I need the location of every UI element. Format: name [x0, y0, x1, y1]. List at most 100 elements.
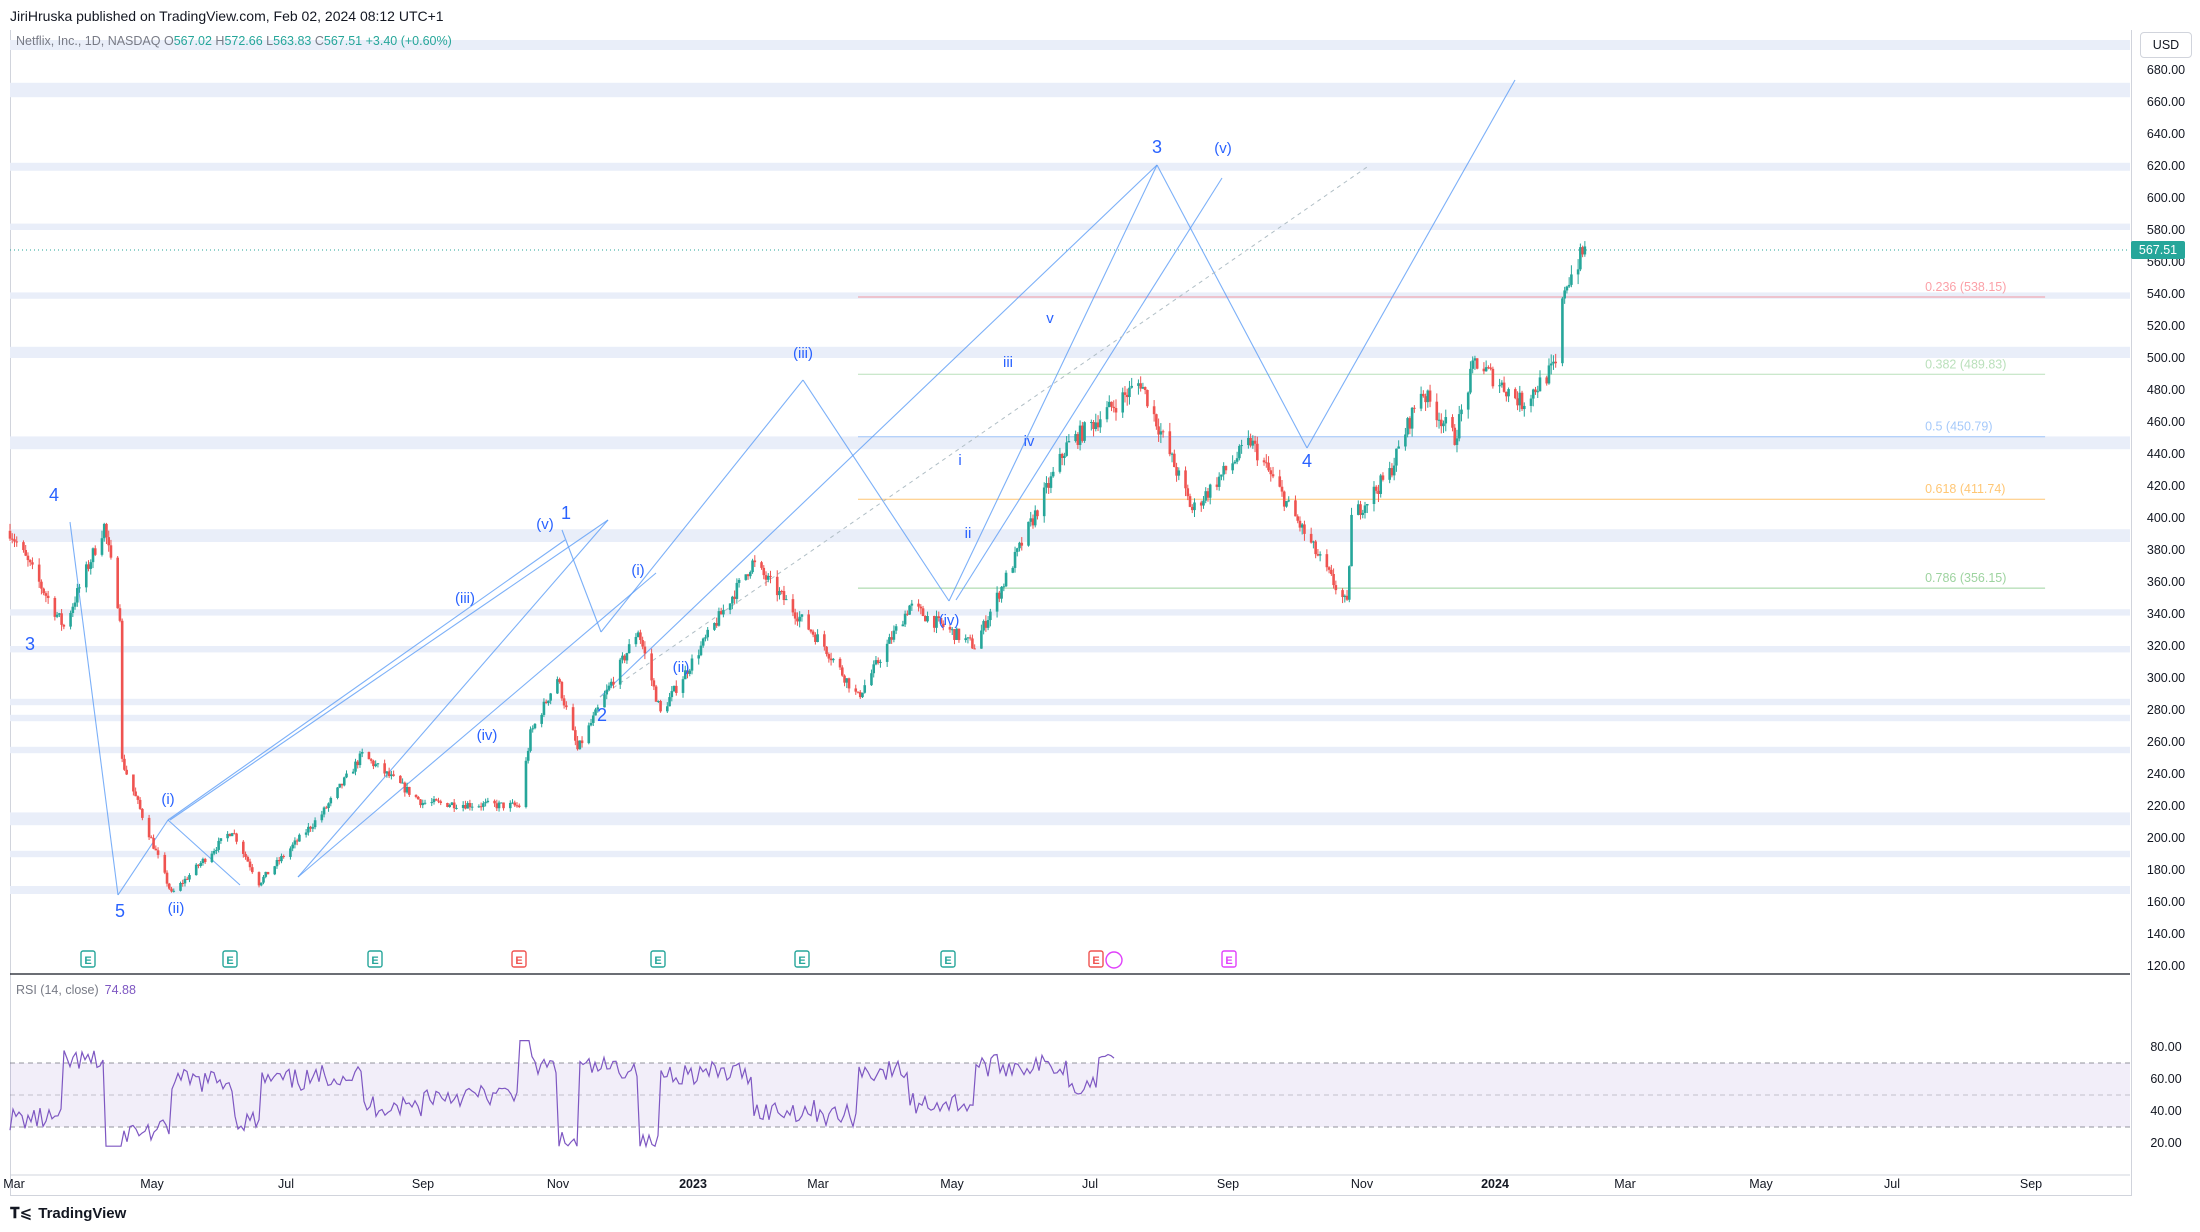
- candle-body: [248, 861, 252, 868]
- candle-body: [596, 707, 600, 710]
- wave-trend-line: [169, 519, 609, 821]
- candle-body: [31, 562, 34, 565]
- candle-body: [578, 740, 582, 750]
- price-axis-tick: 620.00: [2147, 159, 2185, 173]
- candle-body: [966, 637, 970, 639]
- candle-body: [1491, 368, 1495, 387]
- candle-body: [1051, 471, 1055, 477]
- support-resistance-band: [10, 609, 2130, 616]
- wave-label: 4: [1302, 451, 1312, 471]
- candle-body: [753, 560, 757, 563]
- candle-body: [502, 802, 505, 809]
- candle-body: [533, 723, 537, 729]
- candle-body: [152, 837, 155, 849]
- candle-body: [219, 838, 223, 841]
- candle-body: [1112, 406, 1116, 409]
- open-label: O: [163, 34, 174, 48]
- candle-body: [762, 567, 766, 576]
- candle-body: [1251, 440, 1255, 446]
- candle-body: [194, 864, 198, 876]
- price-axis-tick: 600.00: [2147, 191, 2185, 205]
- candle-body: [1155, 414, 1158, 427]
- candle-body: [1300, 524, 1304, 528]
- brand-name: TradingView: [38, 1205, 127, 1222]
- candle-body: [322, 807, 326, 815]
- candle-body: [430, 802, 434, 804]
- candle-body: [8, 530, 12, 539]
- footer-bar: [0, 1196, 2200, 1232]
- candle-body: [603, 694, 606, 708]
- candle-body: [109, 545, 113, 558]
- candle-body: [701, 638, 705, 646]
- candle-body: [1406, 418, 1409, 435]
- candle-body: [1363, 505, 1367, 513]
- candle-body: [179, 882, 182, 891]
- candle-body: [1538, 377, 1542, 392]
- time-axis-tick: May: [940, 1177, 964, 1191]
- wave-trend-line: [167, 819, 241, 886]
- candle-body: [73, 602, 77, 607]
- candle-body: [722, 609, 725, 615]
- time-axis-tick: Sep: [412, 1177, 434, 1191]
- candle-body: [1341, 590, 1344, 598]
- candle-body: [906, 613, 909, 615]
- candle-body: [1121, 392, 1125, 413]
- tradingview-logo-icon: 𝐓⩽: [10, 1205, 33, 1222]
- time-axis-tick: Sep: [1217, 1177, 1239, 1191]
- candle-body: [76, 588, 79, 603]
- candle-body: [1397, 446, 1400, 449]
- tradingview-logo[interactable]: 𝐓⩽ TradingView: [10, 1204, 126, 1222]
- earnings-marker-label: E: [515, 955, 522, 967]
- candle-body: [1081, 425, 1084, 441]
- dividend-split-icon: [1105, 951, 1123, 969]
- candle-body: [681, 679, 685, 693]
- support-resistance-band: [10, 714, 2130, 722]
- support-resistance-band: [10, 223, 2130, 230]
- candle-body: [1011, 567, 1015, 573]
- wave-trend-line: [599, 164, 1158, 698]
- candle-body: [374, 764, 377, 767]
- candle-body: [1125, 394, 1129, 398]
- candle-body: [1487, 367, 1490, 369]
- candle-body: [1505, 391, 1508, 397]
- candle-body: [1413, 407, 1416, 409]
- currency-button[interactable]: USD: [2140, 32, 2192, 58]
- candle-body: [1372, 486, 1376, 504]
- candle-body: [342, 777, 346, 786]
- wave-trend-line: [167, 539, 566, 821]
- candle-body: [861, 692, 864, 698]
- candle-body: [1502, 382, 1506, 392]
- candle-body: [1222, 465, 1225, 475]
- candle-body: [1365, 504, 1369, 506]
- candle-body: [1208, 484, 1212, 498]
- candle-body: [340, 783, 344, 786]
- candle-body: [78, 587, 81, 589]
- candle-body: [556, 679, 559, 694]
- candle-body: [935, 616, 938, 628]
- candle-body: [259, 882, 263, 886]
- candle-body: [1278, 476, 1282, 487]
- candle-body: [571, 707, 575, 731]
- candle-body: [212, 851, 216, 854]
- candle-body: [1083, 422, 1086, 441]
- candle-body: [766, 575, 770, 580]
- support-resistance-band: [10, 292, 2130, 299]
- candle-body: [558, 679, 561, 682]
- candle-body: [1388, 468, 1391, 480]
- price-axis-tick: 120.00: [2147, 959, 2185, 973]
- candle-body: [688, 670, 692, 674]
- candle-body: [876, 660, 880, 663]
- earnings-marker-label: E: [798, 955, 805, 967]
- candle-body: [670, 691, 674, 698]
- candle-body: [1451, 417, 1454, 428]
- candle-body: [1262, 460, 1266, 463]
- change-value: +3.40 (+0.60%): [365, 34, 452, 48]
- candle-body: [544, 701, 548, 704]
- earnings-marker-label: E: [944, 955, 951, 967]
- candle-body: [1381, 475, 1385, 480]
- time-axis-tick: Jul: [278, 1177, 294, 1191]
- candle-body: [1287, 500, 1291, 502]
- candle-body: [1060, 453, 1064, 458]
- wave-trend-line: [1306, 79, 1516, 449]
